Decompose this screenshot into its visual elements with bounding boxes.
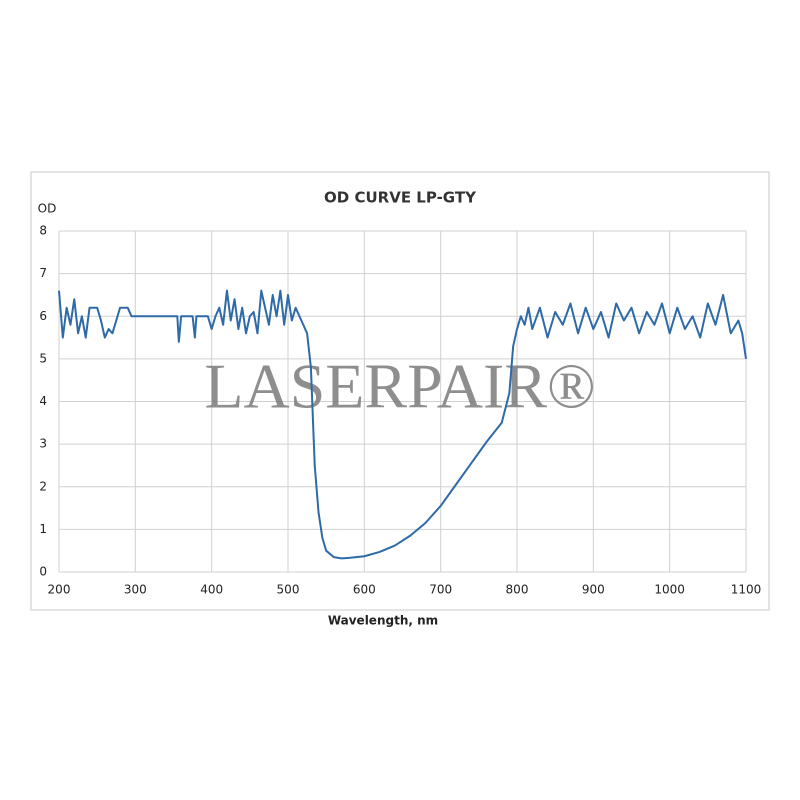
y-tick-label: 8 <box>39 224 47 238</box>
x-tick-label: 600 <box>353 583 376 597</box>
x-axis-title: Wavelength, nm <box>328 614 438 628</box>
y-tick-label: 7 <box>39 266 47 280</box>
y-tick-label: 2 <box>39 479 47 493</box>
y-tick-label: 0 <box>39 565 47 579</box>
x-tick-label: 1000 <box>654 583 685 597</box>
x-tick-label: 500 <box>277 583 300 597</box>
y-tick-label: 5 <box>39 351 47 365</box>
x-tick-label: 300 <box>124 583 147 597</box>
x-tick-label: 700 <box>429 583 452 597</box>
y-axis-title: OD <box>38 202 57 216</box>
data-line <box>58 289 747 560</box>
y-tick-label: 3 <box>39 437 47 451</box>
chart-frame <box>30 171 770 611</box>
chart-title: OD CURVE LP-GTY <box>324 189 477 207</box>
watermark: LASERPAIR® <box>204 351 595 422</box>
y-tick-label: 4 <box>39 394 47 408</box>
x-tick-label: 400 <box>200 583 223 597</box>
y-tick-label: 1 <box>39 522 47 536</box>
x-tick-label: 800 <box>506 583 529 597</box>
x-tick-label: 1100 <box>731 583 762 597</box>
x-tick-label: 200 <box>48 583 71 597</box>
x-tick-label: 900 <box>582 583 605 597</box>
y-tick-label: 6 <box>39 309 47 323</box>
